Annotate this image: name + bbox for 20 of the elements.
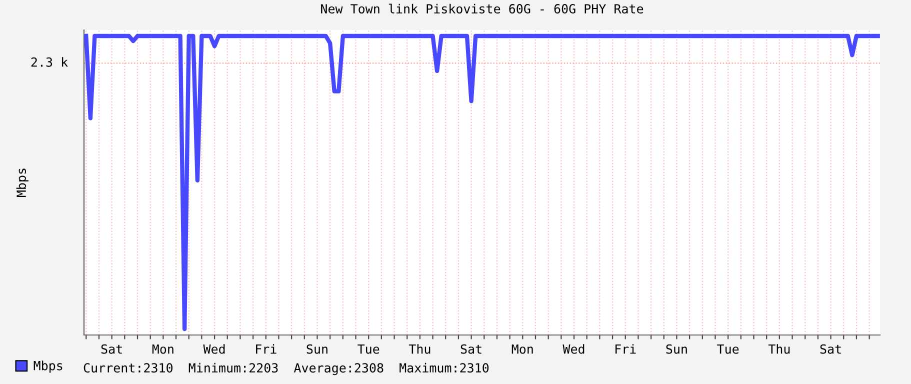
x-tick-label: Wed <box>562 344 584 354</box>
ref-line-label: 2.3 k <box>31 57 68 67</box>
y-axis-title: Mbps <box>16 168 28 198</box>
x-tick-label: Sat <box>820 344 841 354</box>
x-tick-label: Sat <box>460 344 482 354</box>
x-tick-label: Tue <box>358 344 380 354</box>
x-tick-label: Fri <box>256 344 276 354</box>
chart-title: New Town link Piskoviste 60G - 60G PHY Rate <box>321 4 644 14</box>
x-tick-label: Tue <box>717 344 739 354</box>
x-tick-label: Mon <box>512 344 533 354</box>
x-tick-label: Sun <box>306 344 328 354</box>
text: Current:2310 Minimum:2203 Average:2308 Maximum:2310 <box>84 362 489 376</box>
x-tick-label: Sun <box>666 344 687 354</box>
x-tick-label: Wed <box>203 344 225 354</box>
x-tick-label: Thu <box>768 344 790 354</box>
x-tick-label: Thu <box>408 344 430 354</box>
x-tick-label: Mon <box>152 344 174 354</box>
legend-label: Mbps <box>34 360 62 373</box>
x-tick-label: Fri <box>616 344 636 354</box>
x-tick-label: Sat <box>101 344 122 354</box>
